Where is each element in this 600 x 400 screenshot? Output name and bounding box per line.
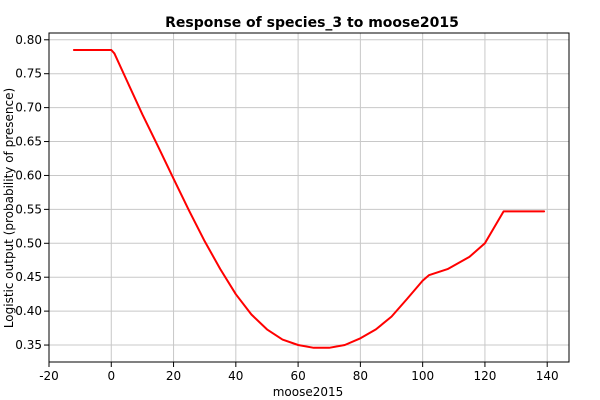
- x-tick-label: 60: [290, 369, 305, 383]
- y-tick-label: 0.40: [15, 304, 42, 318]
- x-tick-label: 40: [228, 369, 243, 383]
- x-tick-label: 80: [353, 369, 368, 383]
- y-tick-label: 0.70: [15, 101, 42, 115]
- y-tick-label: 0.35: [15, 338, 42, 352]
- response-line: [72, 49, 546, 349]
- y-tick-label: 0.75: [15, 67, 42, 81]
- x-tick-label: 120: [473, 369, 496, 383]
- plot-frame: [48, 32, 570, 363]
- x-tick-label: 0: [107, 369, 115, 383]
- grid: [48, 33, 569, 362]
- y-tick-label: 0.55: [15, 202, 42, 216]
- y-tick-label: 0.60: [15, 168, 42, 182]
- x-tick-label: 140: [536, 369, 559, 383]
- x-tick-label: -20: [39, 369, 59, 383]
- y-tick-label: 0.80: [15, 33, 42, 47]
- y-tick-label: 0.65: [15, 135, 42, 149]
- y-tick-label: 0.50: [15, 236, 42, 250]
- chart-title: Response of species_3 to moose2015: [165, 15, 459, 31]
- series-layer: [72, 49, 546, 349]
- y-tick-label: 0.45: [15, 270, 42, 284]
- y-axis-title: Logistic output (probability of presence…: [2, 88, 16, 328]
- axis-ticks: -20 0 20 40 60 80 100 120 140 0.35 0.40 0.45 0.50 0.5…: [15, 33, 558, 383]
- x-axis-title: moose2015: [273, 385, 344, 399]
- x-tick-label: 20: [166, 369, 181, 383]
- x-tick-label: 100: [411, 369, 434, 383]
